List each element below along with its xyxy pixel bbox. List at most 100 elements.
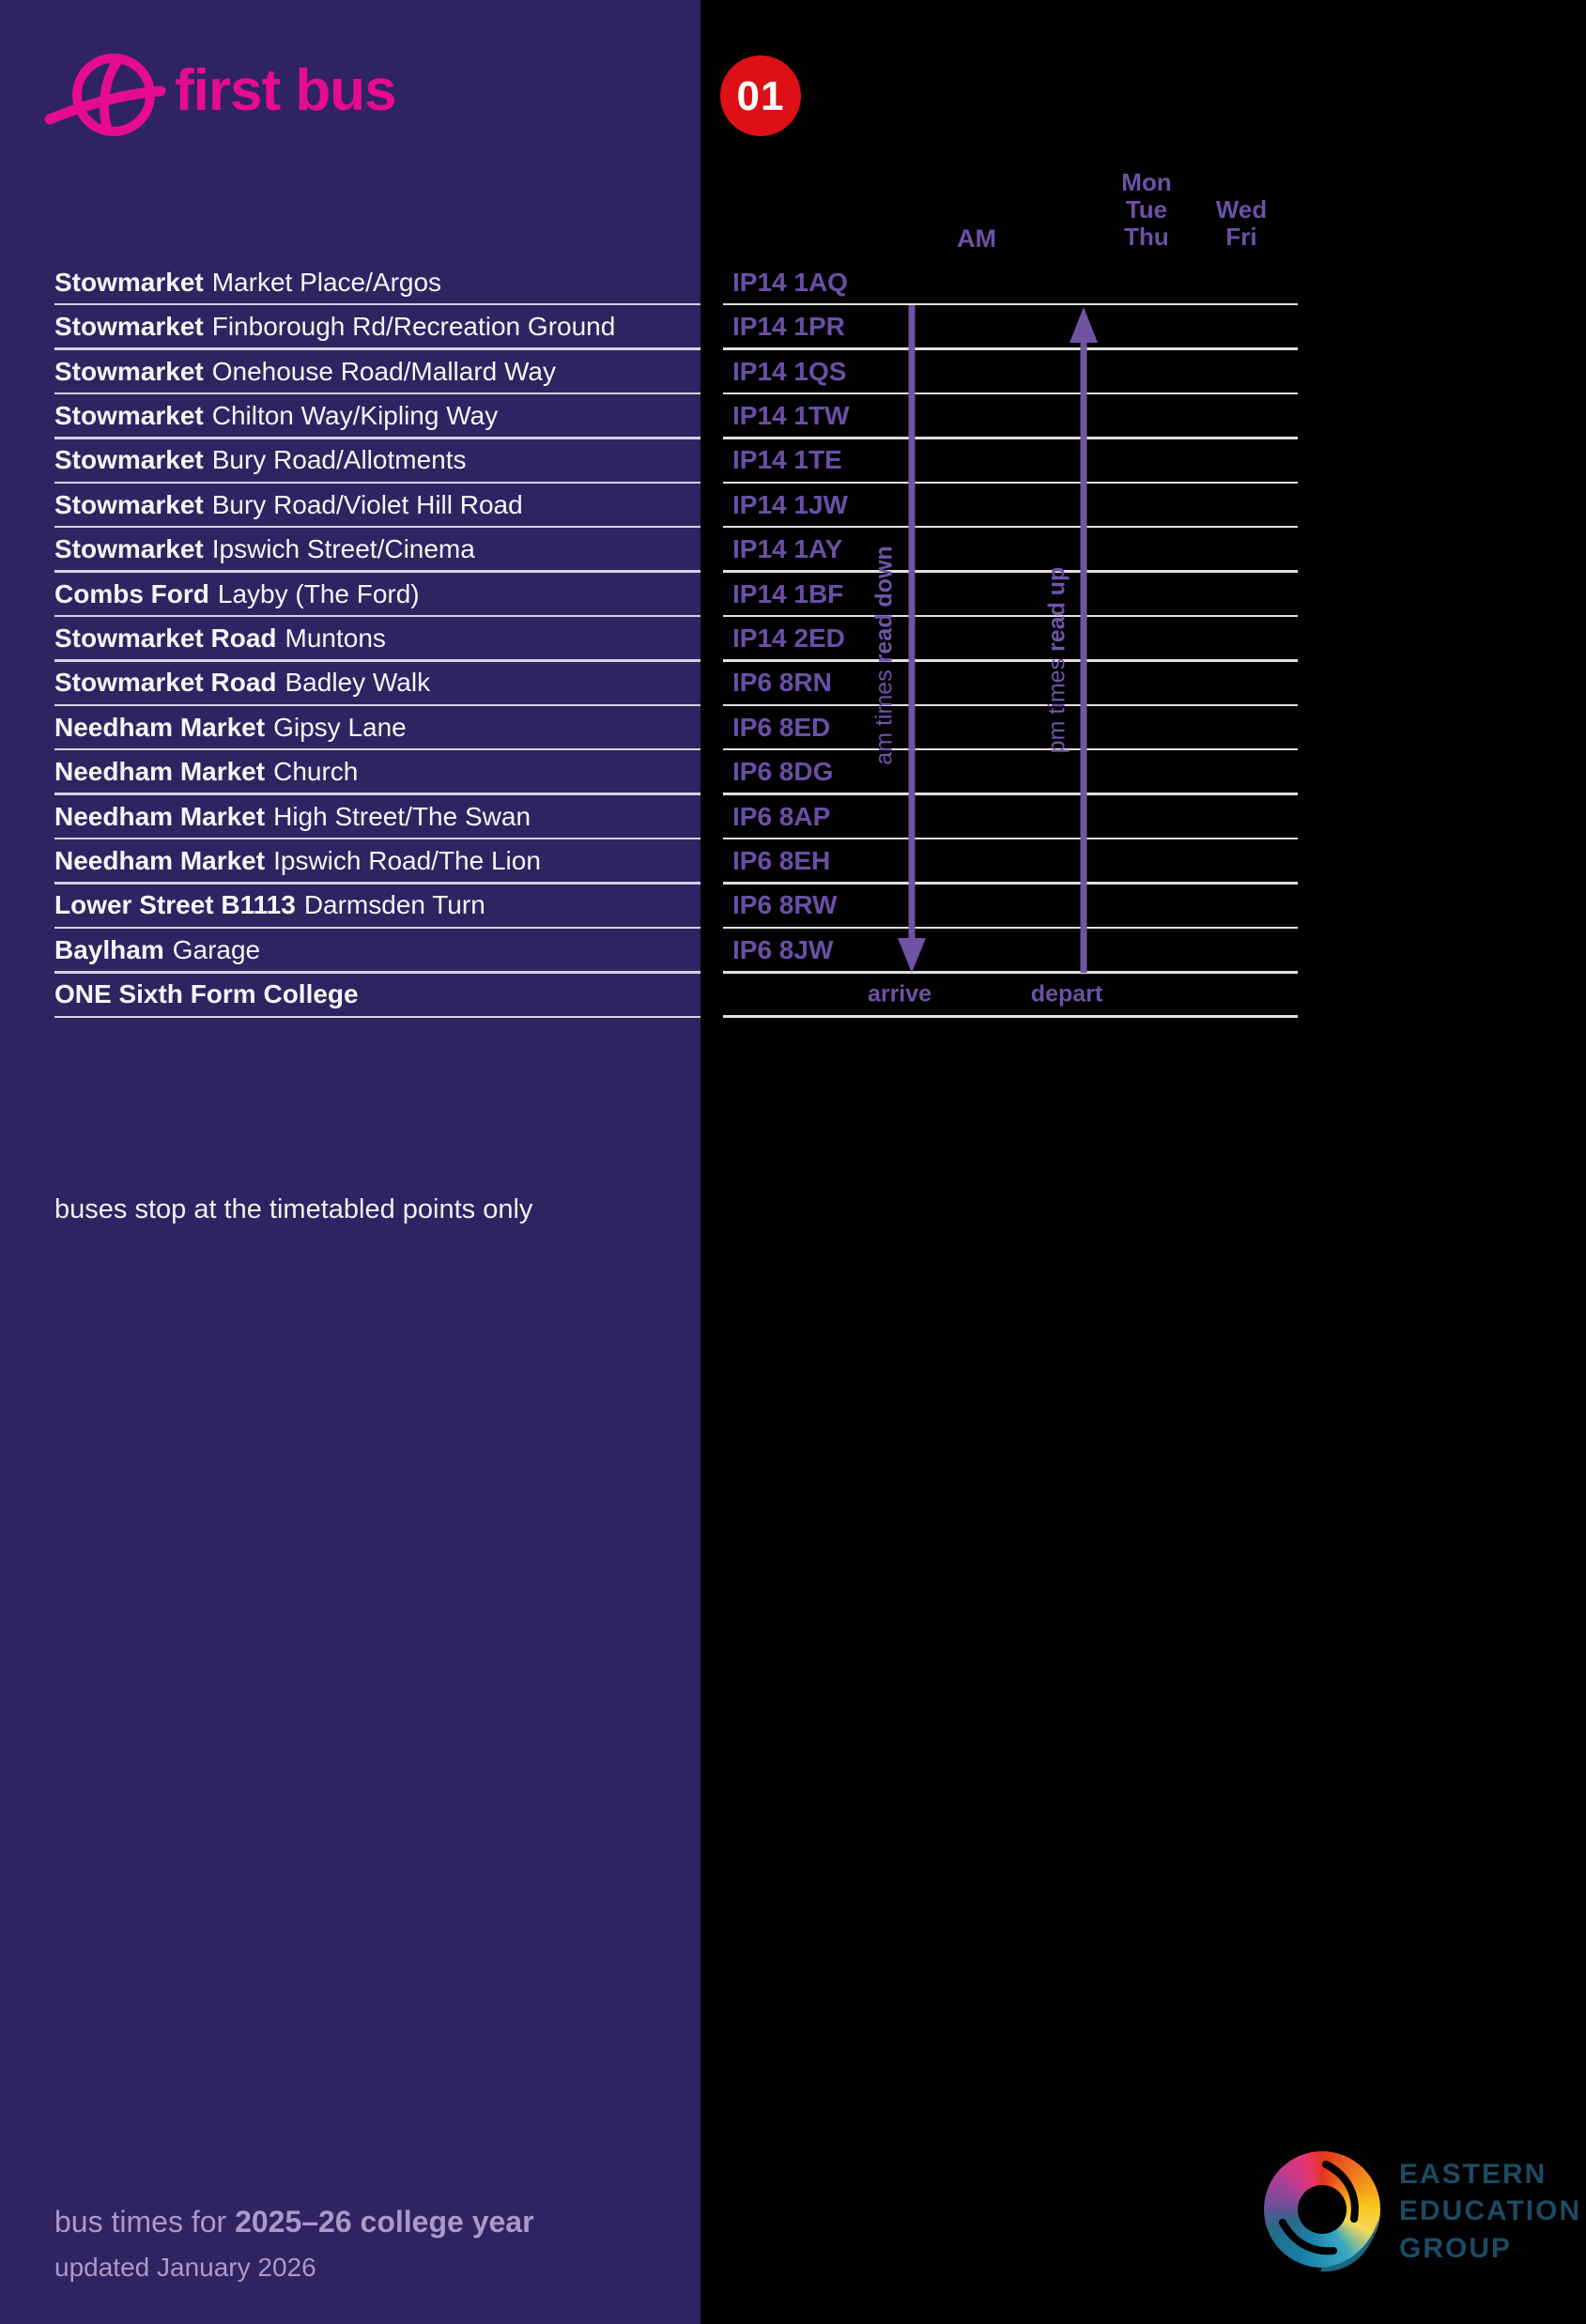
depart-label: depart — [1030, 980, 1103, 1008]
stop-row: Stowmarket Market Place/Argos — [0, 260, 701, 306]
stop-postcode: IP14 1PR — [732, 312, 845, 342]
row-underline — [723, 971, 1298, 974]
stop-row: Stowmarket Finborough Rd/Recreation Groun… — [0, 304, 701, 350]
row-underline — [54, 748, 701, 751]
row-underline — [54, 347, 701, 350]
row-underline — [54, 971, 701, 974]
row-underline — [54, 570, 701, 573]
row-underline — [723, 659, 1298, 662]
timetable-row: IP14 1BF — [723, 572, 1298, 618]
stop-place: Stowmarket Road — [54, 623, 277, 653]
timetable-row: IP14 2ED — [723, 616, 1298, 662]
column-header-wed-fri: Wed Fri — [1216, 196, 1267, 251]
stop-place: Lower Street B1113 — [54, 890, 296, 920]
column-header-am: AM — [957, 224, 996, 253]
stop-label: Combs Ford Layby (The Ford) — [54, 579, 420, 609]
stop-postcode: IP14 1JW — [732, 489, 848, 519]
stop-place: Stowmarket — [54, 400, 204, 430]
column-header-mon-tue-thu: Mon Tue Thu — [1121, 169, 1171, 251]
row-underline — [54, 481, 701, 485]
stop-description: Ipswich Road/The Lion — [273, 845, 541, 875]
stop-description: Bury Road/Allotments — [211, 445, 467, 475]
timetable-row: IP14 1AY — [723, 527, 1298, 573]
timetable-row: IP6 8RN — [723, 661, 1298, 707]
row-underline — [723, 570, 1298, 573]
row-underline — [54, 1015, 701, 1018]
day-label-fri: Fri — [1225, 223, 1257, 251]
stop-postcode: IP6 8AP — [732, 801, 831, 831]
read-up-text: read up — [1043, 566, 1070, 652]
row-underline — [54, 793, 701, 795]
stop-row: Needham Market Church — [0, 749, 701, 795]
stop-postcode: IP14 1QS — [732, 356, 847, 386]
row-underline — [723, 614, 1298, 618]
stop-place: Needham Market — [54, 712, 266, 742]
stop-postcode: IP6 8RW — [732, 890, 838, 920]
stop-description: Onehouse Road/Mallard Way — [211, 356, 556, 386]
stop-place: Baylham — [54, 934, 164, 964]
am-read-down-arrow — [898, 305, 926, 973]
timetable-row: IP14 1TW — [723, 393, 1298, 439]
swirl-detail-icon — [1279, 2161, 1379, 2272]
stop-description: Market Place/Argos — [211, 267, 442, 297]
stop-postcode: IP14 1TW — [732, 400, 850, 430]
timetable-row: IP14 1QS — [723, 349, 1298, 395]
stop-description: Bury Road/Violet Hill Road — [211, 489, 523, 519]
stop-label: Stowmarket Onehouse Road/Mallard Way — [54, 357, 556, 387]
college-year-text: 2025–26 college year — [235, 2205, 534, 2239]
stop-row: Needham Market High Street/The Swan — [0, 794, 701, 840]
stop-description: Muntons — [285, 623, 386, 653]
timetable-row: IP14 1PR — [723, 304, 1298, 350]
stop-label: Stowmarket Finborough Rd/Recreation Groun… — [54, 312, 615, 342]
stop-place: Stowmarket Road — [54, 668, 277, 698]
pm-read-up-arrow — [1070, 307, 1098, 973]
stop-place: Combs Ford — [54, 578, 209, 608]
stop-place: Stowmarket — [54, 489, 204, 519]
stop-row: Baylham Garage — [0, 928, 701, 974]
eeg-line-education: EDUCATION — [1399, 2195, 1582, 2227]
row-underline — [723, 837, 1298, 840]
stop-description: Chilton Way/Kipling Way — [211, 400, 499, 430]
stop-label: Baylham Garage — [54, 935, 260, 965]
am-times-text: am times — [870, 663, 898, 765]
stop-description: Gipsy Lane — [273, 712, 407, 742]
stop-description: Church — [273, 757, 359, 787]
row-underline — [54, 837, 701, 840]
row-underline — [723, 882, 1298, 885]
stop-postcode: IP6 8DG — [732, 757, 834, 787]
timetable-row: IP6 8AP — [723, 794, 1298, 840]
stop-row: Stowmarket Bury Road/Allotments — [0, 439, 701, 485]
stop-row: Stowmarket Ipswich Street/Cinema — [0, 527, 701, 573]
day-label-tue: Tue — [1125, 195, 1168, 223]
row-underline — [723, 525, 1298, 529]
stop-description: Garage — [172, 934, 261, 964]
row-underline — [723, 703, 1298, 707]
timetable-grid: IP14 1AQ IP14 1PR IP14 1QS IP14 1TW IP14… — [723, 260, 1298, 1018]
stop-description: Darmsden Turn — [303, 890, 485, 920]
stop-postcode: IP14 1AQ — [732, 267, 848, 297]
row-underline — [54, 882, 701, 885]
stop-label: Lower Street B1113 Darmsden Turn — [54, 890, 485, 920]
stop-row: Needham Market Gipsy Lane — [0, 705, 701, 751]
read-down-text: read down — [870, 546, 898, 664]
stop-row: Combs Ford Layby (The Ford) — [0, 572, 701, 618]
swirl-center-hole — [1298, 2185, 1347, 2234]
stop-place: Stowmarket — [54, 312, 204, 342]
stop-place: Needham Market — [54, 757, 266, 787]
row-underline — [723, 1015, 1298, 1018]
stop-description: High Street/The Swan — [273, 801, 531, 831]
pm-times-text: pm times — [1043, 651, 1070, 754]
stop-label: Stowmarket Road Badley Walk — [54, 668, 430, 698]
stop-label: ONE Sixth Form College — [54, 979, 367, 1009]
stop-label: Needham Market High Street/The Swan — [54, 802, 531, 832]
stop-row: Stowmarket Chilton Way/Kipling Way — [0, 393, 701, 439]
day-label-thu: Thu — [1124, 223, 1169, 251]
stop-place: ONE Sixth Form College — [54, 979, 359, 1009]
stop-description: Finborough Rd/Recreation Ground — [211, 312, 616, 342]
stop-postcode: IP14 2ED — [732, 623, 845, 653]
row-underline — [723, 392, 1298, 395]
stop-label: Stowmarket Ipswich Street/Cinema — [54, 534, 475, 564]
stop-label: Stowmarket Bury Road/Allotments — [54, 445, 467, 475]
row-underline — [54, 392, 701, 395]
timetabled-points-note: buses stop at the timetabled points only — [54, 1194, 533, 1224]
